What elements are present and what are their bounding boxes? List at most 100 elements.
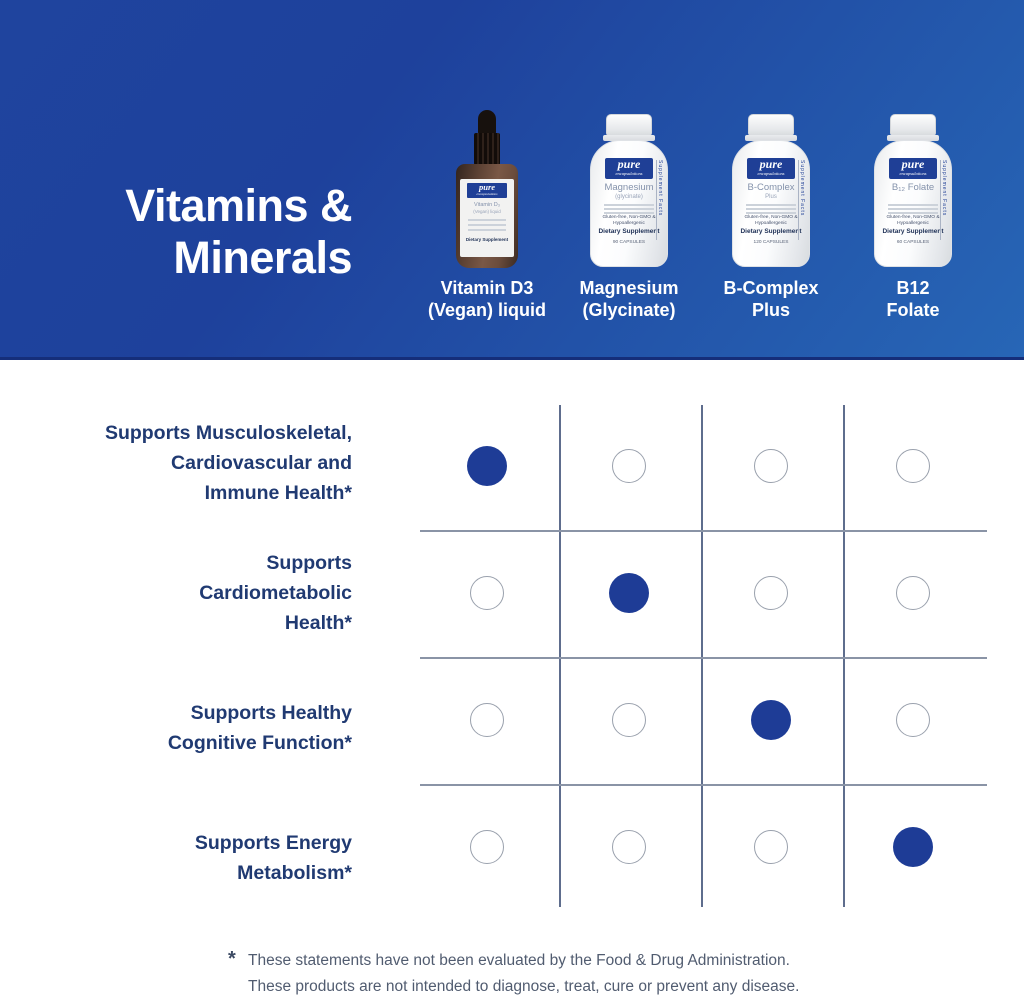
label-fine-print-line bbox=[468, 219, 506, 221]
product-image-vitamin-d3: pure encapsulations Vitamin D₃ (Vegan) l… bbox=[452, 110, 522, 268]
label-claims: Gluten-free, Non-GMO & Hypoallergenic bbox=[744, 215, 798, 226]
row-label-cognitive: Supports Healthy Cognitive Function* bbox=[22, 698, 352, 758]
row-label-energy: Supports Energy Metabolism* bbox=[22, 828, 352, 888]
label-fine-print-line bbox=[888, 204, 938, 206]
brand-logo-pure: pure bbox=[617, 157, 641, 171]
matrix-cell bbox=[896, 449, 930, 483]
grid-vertical-line bbox=[843, 405, 845, 907]
title-line-1: Vitamins & bbox=[125, 180, 352, 231]
matrix-cell bbox=[612, 449, 646, 483]
grid-horizontal-line bbox=[420, 784, 987, 786]
product-name-line: Vitamin D3 bbox=[440, 278, 534, 298]
label-fine-print-line bbox=[888, 208, 938, 210]
row-label-line: Cardiovascular and bbox=[171, 452, 352, 474]
label-fine-print-line bbox=[746, 208, 796, 210]
grid-vertical-line bbox=[559, 405, 561, 907]
product-image-b12-folate: pure encapsulations B₁₂ Folate Gluten-fr… bbox=[874, 114, 952, 267]
row-label-line: Cognitive Function* bbox=[167, 732, 352, 754]
brand-logo: pure encapsulations bbox=[467, 183, 507, 198]
matrix-cell bbox=[896, 703, 930, 737]
label-claims: Gluten-free, Non-GMO & Hypoallergenic bbox=[886, 215, 940, 226]
label-title: Magnesium bbox=[604, 182, 654, 193]
brand-logo: pure encapsulations bbox=[889, 158, 937, 179]
title-line-2: Minerals bbox=[173, 232, 352, 283]
label-claims: Gluten-free, Non-GMO & Hypoallergenic bbox=[602, 215, 656, 226]
fda-disclaimer: * These statements have not been evaluat… bbox=[228, 948, 868, 1000]
page-title: Vitamins & Minerals bbox=[30, 180, 352, 284]
dropper-bottle-body: pure encapsulations Vitamin D₃ (Vegan) l… bbox=[456, 164, 518, 268]
supplement-facts-side-text: Supplement Facts bbox=[656, 160, 663, 240]
brand-logo-pure: pure bbox=[759, 157, 783, 171]
matrix-cell bbox=[751, 700, 791, 740]
matrix-cell bbox=[470, 830, 504, 864]
supplement-facts-side-text: Supplement Facts bbox=[940, 160, 947, 240]
label-fine-print-line bbox=[604, 212, 654, 214]
label-fine-print-line bbox=[604, 204, 654, 206]
label-title: B₁₂ Folate bbox=[891, 182, 935, 193]
product-name-line: Folate bbox=[886, 300, 940, 320]
label-dietary-supplement: Dietary Supplement bbox=[882, 228, 944, 235]
product-name-b-complex: B-Complex Plus bbox=[681, 277, 861, 321]
brand-logo: pure encapsulations bbox=[747, 158, 795, 179]
label-subtitle: (glycinate) bbox=[615, 194, 643, 200]
row-label-line: Supports Healthy bbox=[190, 702, 352, 724]
brand-logo-encapsulations: encapsulations bbox=[476, 192, 498, 196]
disclaimer-line-1: These statements have not been evaluated… bbox=[248, 952, 790, 969]
product-name-line: (Vegan) liquid bbox=[427, 300, 546, 320]
bottle-cap-lip bbox=[603, 135, 655, 141]
label-dietary-supplement: Dietary Supplement bbox=[465, 237, 509, 242]
grid-horizontal-line bbox=[420, 657, 987, 659]
label-dietary-supplement: Dietary Supplement bbox=[598, 228, 660, 235]
bottle-cap bbox=[606, 114, 652, 136]
label-fine-print-line bbox=[888, 212, 938, 214]
product-name-magnesium: Magnesium (Glycinate) bbox=[539, 277, 719, 321]
row-label-cardiometabolic: Supports Cardiometabolic Health* bbox=[22, 548, 352, 638]
matrix-cell bbox=[893, 827, 933, 867]
grid-vertical-line bbox=[701, 405, 703, 907]
product-name-line: Plus bbox=[751, 300, 790, 320]
matrix-cell bbox=[470, 703, 504, 737]
product-image-magnesium: pure encapsulations Magnesium (glycinate… bbox=[590, 114, 668, 267]
row-label-line: Supports Energy bbox=[194, 832, 352, 854]
supplement-facts-side-text: Supplement Facts bbox=[798, 160, 805, 240]
label-dietary-supplement: Dietary Supplement bbox=[740, 228, 802, 235]
grid-horizontal-line bbox=[420, 530, 987, 532]
label-capsule-count: 60 CAPSULES bbox=[896, 240, 930, 245]
product-name-b12-folate: B12 Folate bbox=[823, 277, 1003, 321]
bottle-cap-lip bbox=[745, 135, 797, 141]
product-image-b-complex-plus: pure encapsulations B-Complex Plus Glute… bbox=[732, 114, 810, 267]
bottle-cap-lip bbox=[887, 135, 939, 141]
label-title: B-Complex bbox=[747, 182, 795, 193]
label-subtitle: Plus bbox=[765, 194, 777, 200]
matrix-cell bbox=[467, 446, 507, 486]
row-label-line: Health* bbox=[284, 612, 352, 634]
row-label-line: Immune Health* bbox=[204, 482, 352, 504]
label-fine-print-line bbox=[746, 204, 796, 206]
brand-logo-pure: pure bbox=[901, 157, 925, 171]
label-title: Vitamin D₃ bbox=[474, 202, 500, 208]
row-label-line: Supports Musculoskeletal, bbox=[104, 422, 352, 444]
matrix-cell bbox=[612, 830, 646, 864]
matrix-cell bbox=[754, 830, 788, 864]
label-subtitle: (Vegan) liquid bbox=[473, 209, 501, 214]
product-name-vitamin-d3: Vitamin D3 (Vegan) liquid bbox=[397, 277, 577, 321]
bottle-cap bbox=[748, 114, 794, 136]
product-name-line: B-Complex bbox=[723, 278, 819, 298]
matrix-cell bbox=[754, 449, 788, 483]
matrix-cell bbox=[754, 576, 788, 610]
brand-logo: pure encapsulations bbox=[605, 158, 653, 179]
label-fine-print-line bbox=[604, 208, 654, 210]
label-fine-print-line bbox=[468, 229, 506, 231]
dropper-collar bbox=[474, 133, 500, 165]
bottle-cap bbox=[890, 114, 936, 136]
label-fine-print-line bbox=[468, 224, 506, 226]
dropper-bulb bbox=[478, 110, 496, 134]
product-name-line: Magnesium bbox=[579, 278, 679, 298]
bottle-label: pure encapsulations Vitamin D₃ (Vegan) l… bbox=[460, 179, 514, 257]
product-name-line: (Glycinate) bbox=[582, 300, 676, 320]
label-fine-print-line bbox=[746, 212, 796, 214]
brand-logo-encapsulations: encapsulations bbox=[615, 171, 643, 176]
matrix-cell bbox=[470, 576, 504, 610]
row-label-line: Metabolism* bbox=[237, 862, 352, 884]
